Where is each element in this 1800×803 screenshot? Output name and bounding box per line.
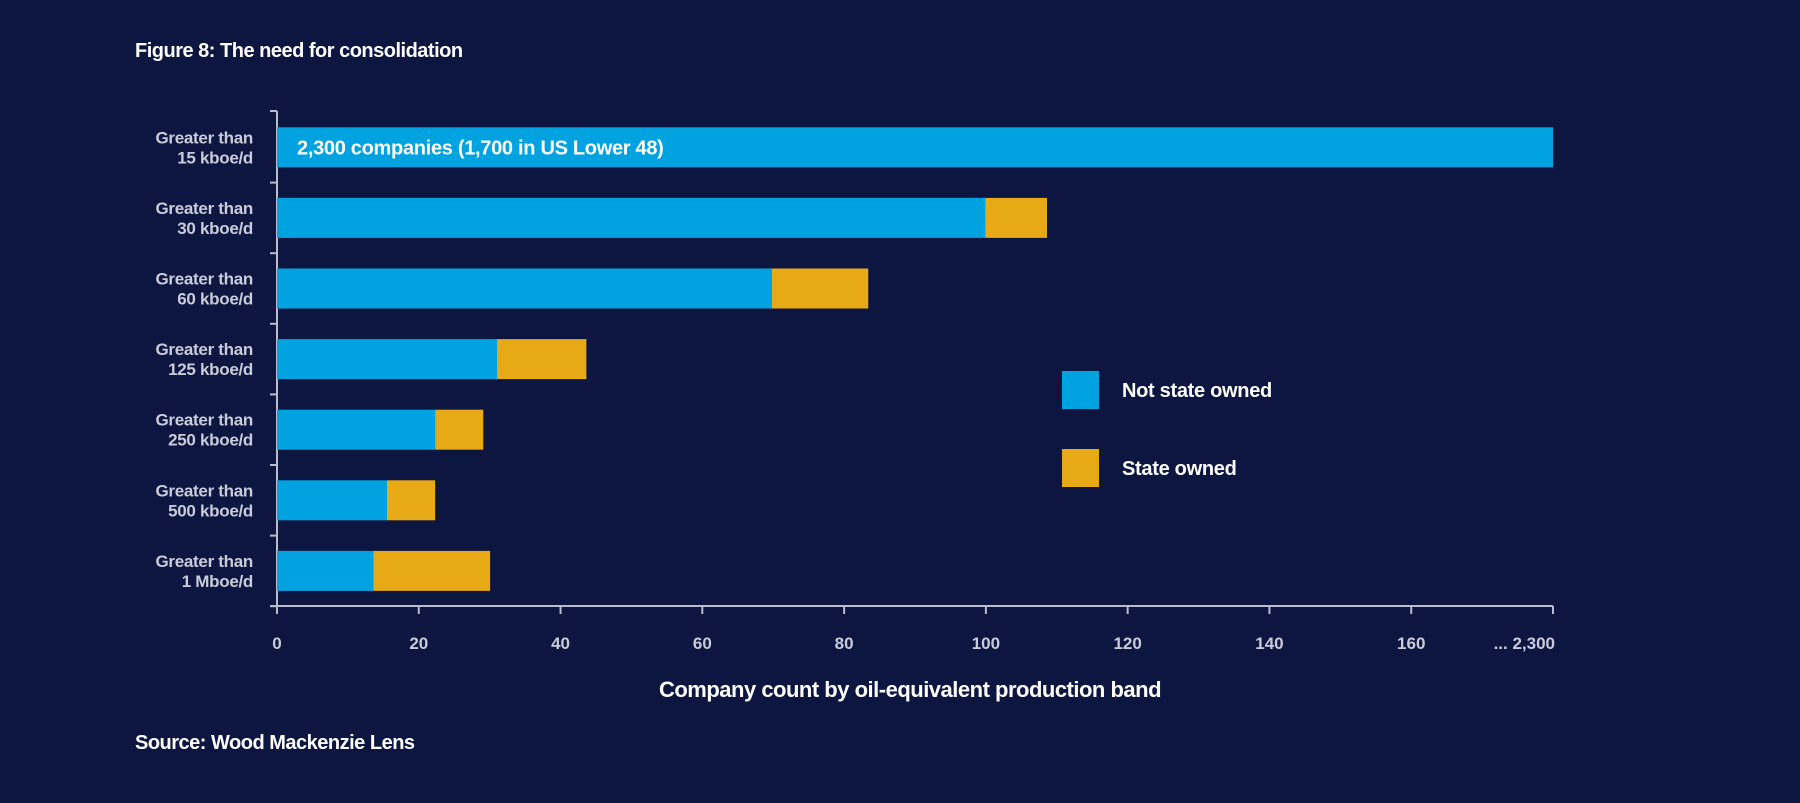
x-tick-label: 20 — [409, 634, 428, 653]
legend-label: Not state owned — [1122, 380, 1272, 402]
category-label: Greater than 60 kboe/d — [156, 270, 254, 309]
x-tick-label: 40 — [551, 634, 570, 653]
bar-state-owned — [435, 409, 484, 450]
x-tick-label: 160 — [1397, 634, 1425, 653]
category-label: Greater than 30 kboe/d — [156, 199, 254, 238]
legend-swatch — [1062, 371, 1099, 409]
bar-state-owned — [387, 480, 436, 521]
bar-not-state-owned — [277, 550, 374, 591]
category-label: Greater than 1 Mboe/d — [156, 552, 254, 591]
legend-label: State owned — [1122, 458, 1237, 480]
bar-not-state-owned — [277, 268, 772, 309]
bar-state-owned — [985, 197, 1047, 238]
bar-state-owned — [373, 550, 491, 591]
category-label: Greater than 15 kboe/d — [156, 128, 254, 167]
chart-title: Figure 8: The need for consolidation — [135, 40, 463, 62]
chart-source: Source: Wood Mackenzie Lens — [135, 732, 415, 754]
x-tick-label: 60 — [693, 634, 712, 653]
x-tick-label: 120 — [1113, 634, 1141, 653]
bar-not-state-owned — [277, 127, 1553, 168]
x-tick-label: 0 — [272, 634, 281, 653]
bar-not-state-owned — [277, 339, 497, 380]
category-label: Greater than 250 kboe/d — [156, 411, 254, 450]
bar-state-owned — [497, 339, 587, 380]
legend-swatch — [1062, 449, 1099, 487]
bar-not-state-owned — [277, 480, 387, 521]
x-tick-label: ... 2,300 — [1494, 634, 1555, 653]
bar-state-owned — [772, 268, 869, 309]
x-tick-label: 80 — [835, 634, 854, 653]
x-tick-label: 140 — [1255, 634, 1283, 653]
bar-not-state-owned — [277, 409, 436, 450]
x-axis-title: Company count by oil-equivalent producti… — [659, 677, 1161, 702]
x-tick-label: 100 — [972, 634, 1000, 653]
category-label: Greater than 125 kboe/d — [156, 340, 254, 379]
bar-not-state-owned — [277, 197, 986, 238]
category-label: Greater than 500 kboe/d — [156, 481, 254, 520]
bar-annotation: 2,300 companies (1,700 in US Lower 48) — [297, 137, 664, 159]
